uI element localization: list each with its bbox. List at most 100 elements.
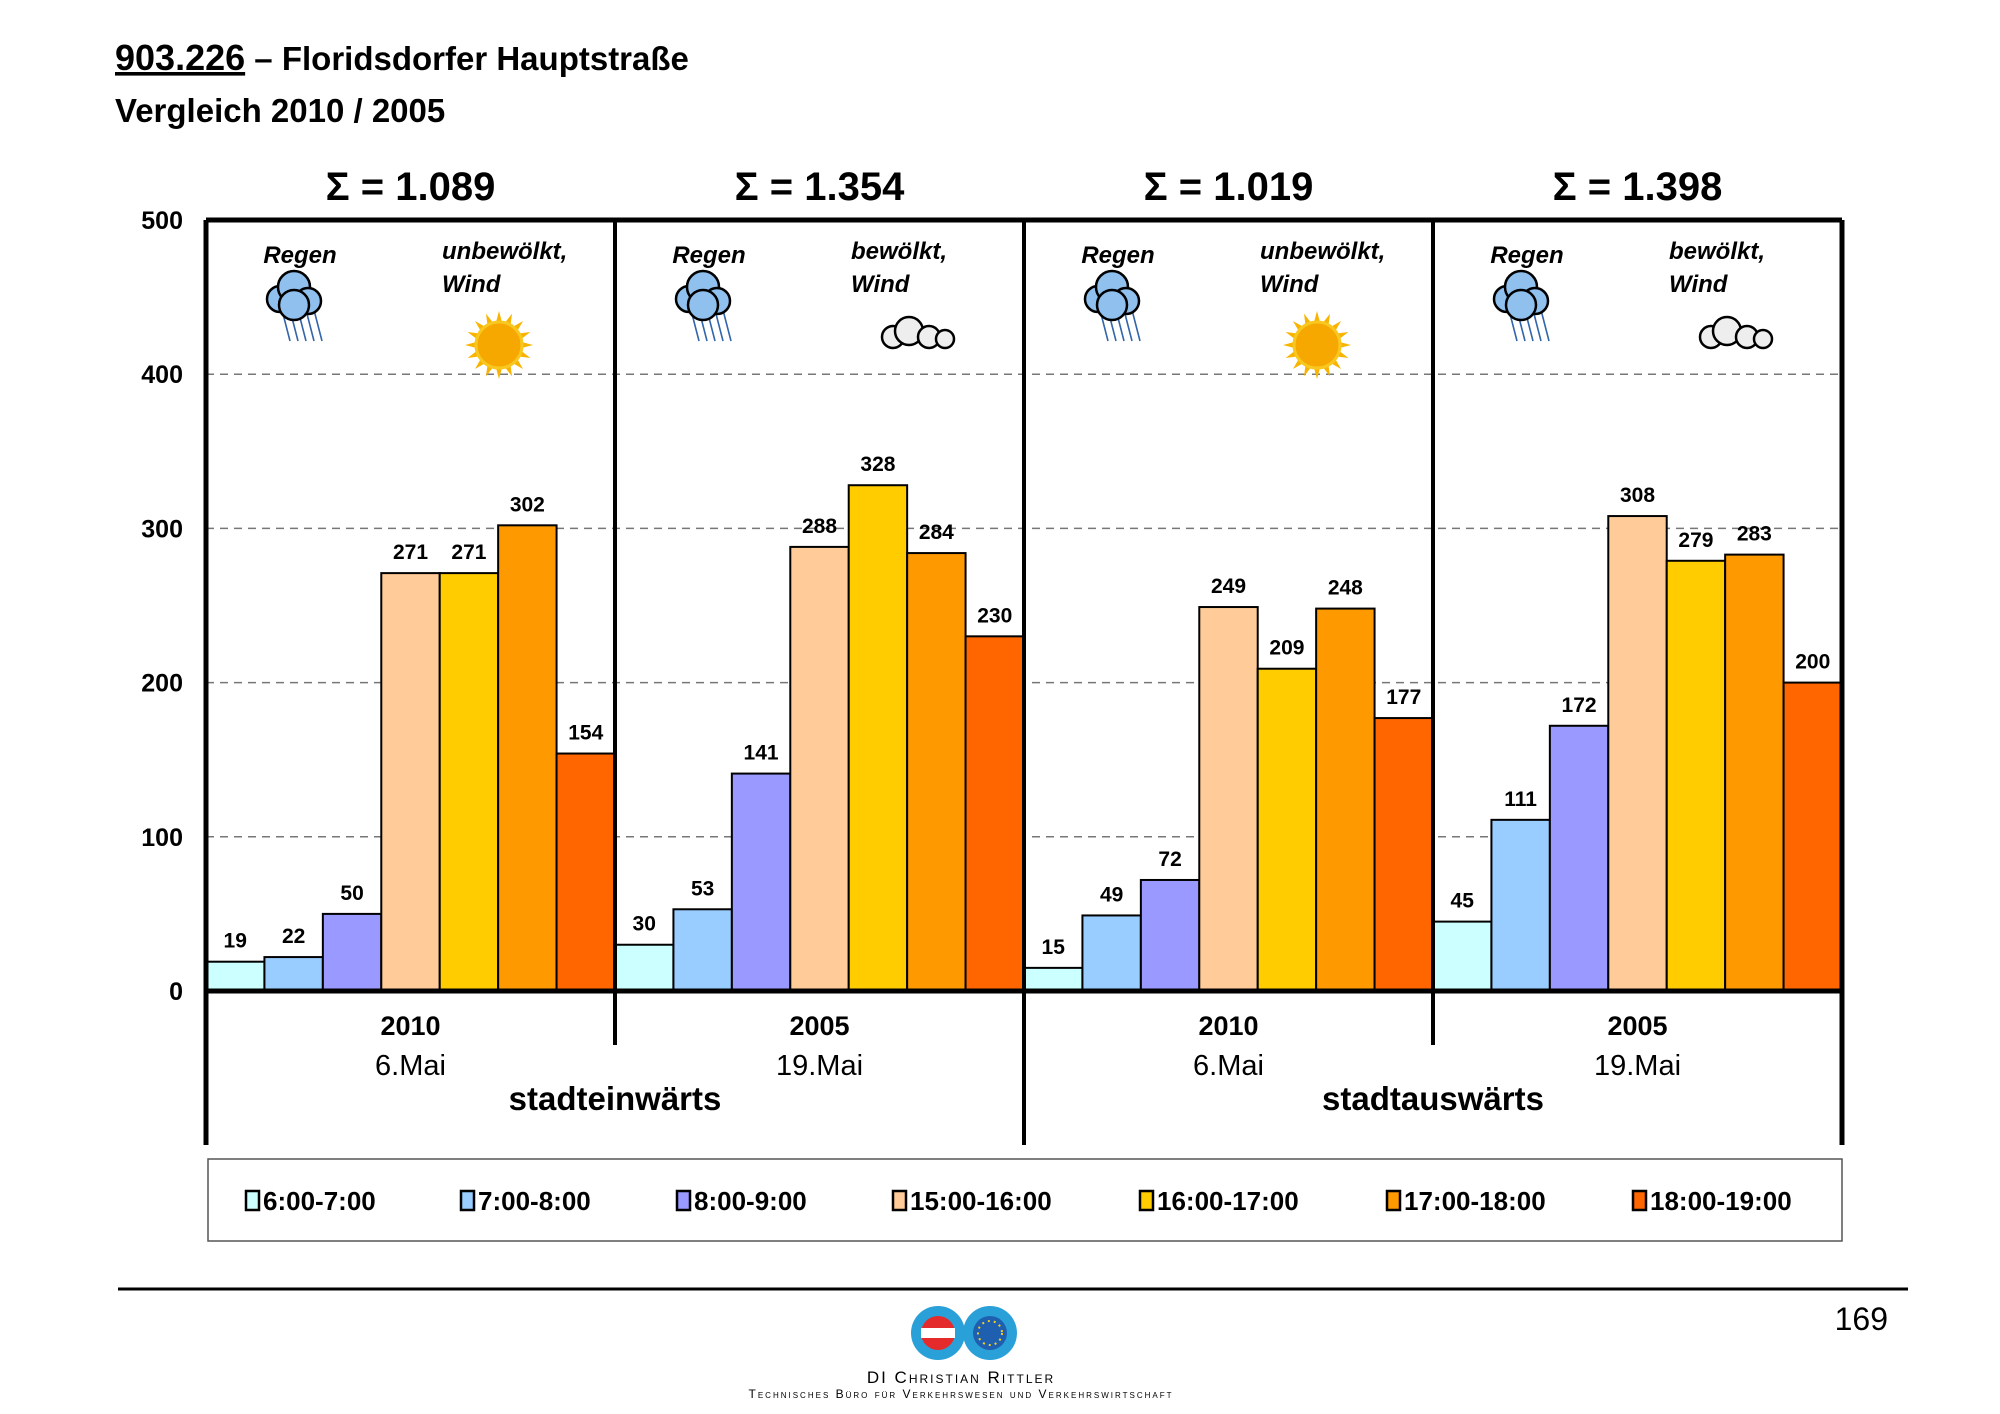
y-tick-label: 0 [169,978,183,1006]
bar-value-label: 279 [1678,529,1713,552]
legend-item: 6:00-7:00 [244,1186,376,1216]
page-number: 169 [1835,1301,1888,1337]
weather-label-2b: Wind [1260,271,1320,298]
bar-value-label: 53 [691,877,714,900]
rain-cloud-icon [674,269,732,342]
bar-value-label: 209 [1269,637,1304,660]
bar [205,960,266,993]
legend-swatch [459,1189,476,1212]
bar-value-label: 248 [1328,577,1363,600]
weather-label-2b: Wind [851,271,911,298]
group-year-label: 2005 [789,1011,849,1041]
bar [614,943,675,992]
legend-swatch [1631,1189,1648,1212]
bar-value-label: 49 [1100,883,1123,906]
bar [497,524,558,992]
bar [1782,681,1843,992]
weather-label-2: unbewölkt, [1260,238,1385,265]
bar [906,552,967,993]
weather-label-2b: Wind [442,271,502,298]
weather-label-rain: Regen [263,242,336,269]
weather-label-rain: Regen [1490,242,1563,269]
group-date-label: 6.Mai [375,1050,446,1082]
cloud-icon [880,315,956,350]
bar-value-label: 271 [393,541,428,564]
bar [1315,607,1376,992]
bar [1432,920,1493,992]
rain-cloud-icon [265,269,323,342]
legend-label: 15:00-16:00 [910,1186,1052,1216]
bar-value-label: 19 [224,930,247,953]
sum-label: Σ = 1.354 [735,165,905,209]
legend-swatch [891,1189,908,1212]
direction-label: stadteinwärts [509,1080,722,1117]
company-name: DI Christian Rittler [867,1368,1055,1387]
bar [730,772,792,992]
weather-label-2: bewölkt, [851,238,947,265]
weather-label-rain: Regen [672,242,745,269]
group-date-label: 6.Mai [1193,1050,1264,1082]
bar [263,956,324,992]
y-tick-label: 300 [141,515,183,543]
legend-label: 7:00-8:00 [478,1186,591,1216]
group-date-label: 19.Mai [1594,1050,1681,1082]
bar [1548,724,1610,992]
legend-item: 15:00-16:00 [891,1186,1052,1216]
legend-label: 6:00-7:00 [263,1186,376,1216]
bar-value-label: 177 [1386,686,1421,709]
legend-label: 17:00-18:00 [1404,1186,1546,1216]
page-subtitle: Vergleich 2010 / 2005 [115,92,445,129]
bar [1724,553,1785,992]
bar-value-label: 30 [633,913,656,936]
legend-swatch [675,1189,692,1212]
bar-value-label: 302 [510,493,545,516]
legend-item: 17:00-18:00 [1385,1186,1546,1216]
bar-value-label: 283 [1737,523,1772,546]
rain-cloud-icon [1083,269,1141,342]
legend-item: 7:00-8:00 [459,1186,591,1216]
sun-icon [1283,311,1351,379]
weather-label-rain: Regen [1081,242,1154,269]
bar [321,912,383,993]
legend-item: 18:00-19:00 [1631,1186,1792,1216]
sum-label: Σ = 1.019 [1144,165,1314,209]
company-logo [911,1306,1017,1360]
bar-value-label: 141 [744,742,779,765]
sum-label: Σ = 1.089 [326,165,496,209]
page-title: 903.226 – Floridsdorfer Hauptstraße [115,37,689,78]
weather-label-2b: Wind [1669,271,1729,298]
legend-item: 16:00-17:00 [1138,1186,1299,1216]
bar [789,545,850,992]
legend-box [207,1158,1843,1242]
legend-label: 16:00-17:00 [1157,1186,1299,1216]
group-year-label: 2010 [380,1011,440,1041]
cloud-icon [1698,315,1774,350]
bar-value-label: 230 [977,604,1012,627]
bar [672,908,733,992]
bar-value-label: 22 [282,925,305,948]
y-tick-label: 400 [141,361,183,389]
bar-value-label: 172 [1562,694,1597,717]
bar-value-label: 154 [568,722,603,745]
y-tick-label: 200 [141,670,183,698]
title-code: 903.226 [115,37,245,78]
group-year-label: 2010 [1198,1011,1258,1041]
group-date-label: 19.Mai [776,1050,863,1082]
bar [1490,818,1551,993]
bar-value-label: 308 [1620,484,1655,507]
bar-value-label: 249 [1211,575,1246,598]
sum-label: Σ = 1.398 [1553,165,1723,209]
y-tick-label: 100 [141,824,183,852]
bar [964,635,1025,993]
direction-label: stadtauswärts [1322,1080,1544,1117]
weather-label-2: bewölkt, [1669,238,1765,265]
bar-value-label: 50 [340,882,363,905]
bar-value-label: 284 [919,521,954,544]
bar [1081,914,1142,993]
legend-label: 8:00-9:00 [694,1186,807,1216]
bar-value-label: 45 [1451,890,1475,913]
bar [438,572,500,992]
bar [380,572,441,992]
legend-item: 8:00-9:00 [675,1186,807,1216]
